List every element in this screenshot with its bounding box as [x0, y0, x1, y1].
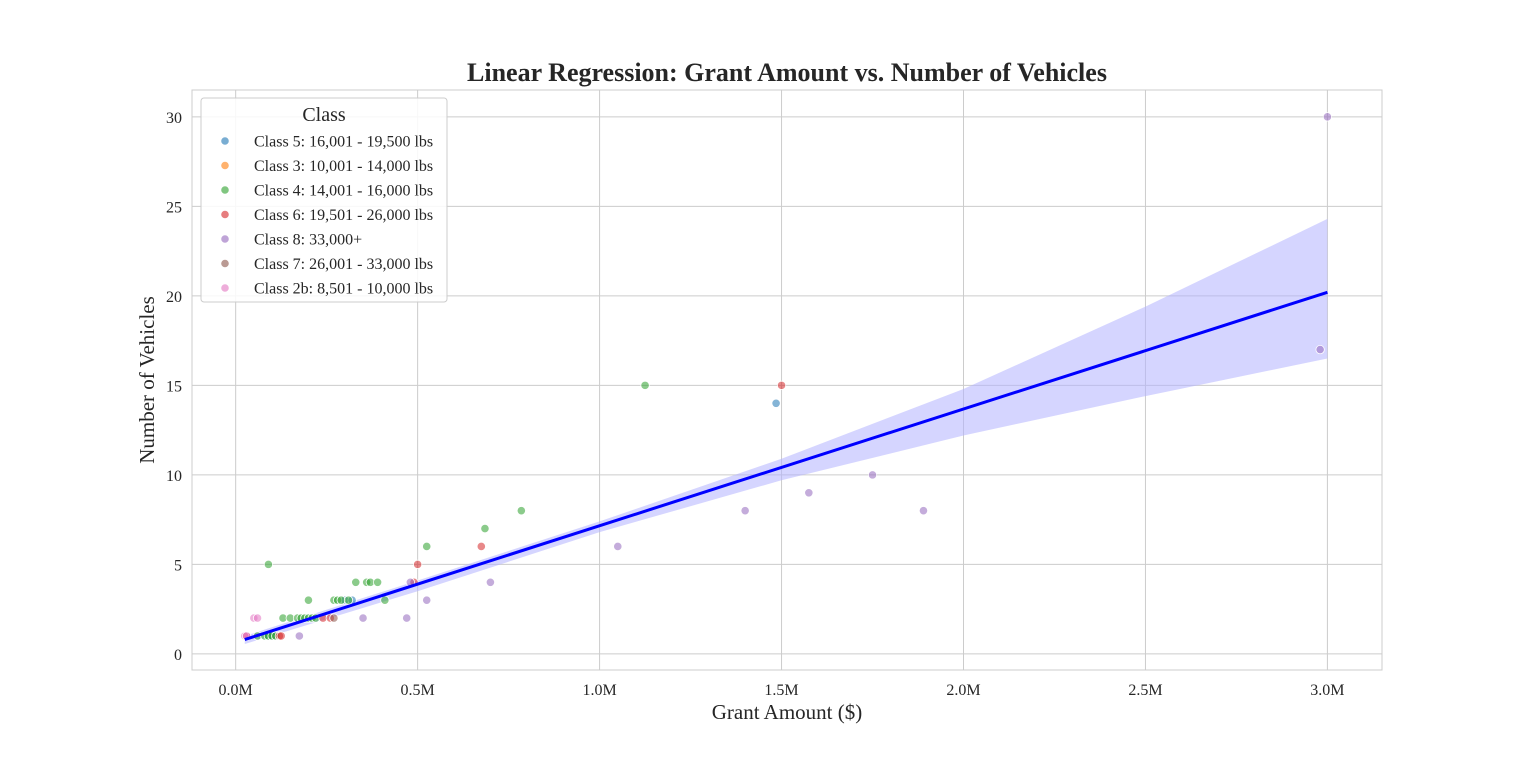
data-point [476, 541, 486, 552]
data-point [422, 541, 432, 552]
x-axis-label: Grant Amount ($) [712, 700, 862, 724]
x-tick-label: 1.0M [582, 682, 616, 699]
data-point [485, 577, 496, 587]
x-tick-label: 3.0M [1310, 682, 1344, 699]
data-point [918, 506, 929, 516]
data-point [516, 506, 526, 516]
y-tick-label: 5 [174, 557, 182, 574]
x-tick-label: 1.5M [764, 682, 798, 699]
legend-label: Class 8: 33,000+ [254, 232, 362, 249]
regression-line [244, 290, 1328, 641]
data-point [303, 595, 314, 605]
legend: Class Class 5: 16,001 - 19,500 lbsClass … [200, 97, 448, 303]
x-tick-label: 0.0M [219, 682, 253, 699]
data-point [263, 559, 274, 569]
x-axis-ticks: 0.0M 0.5M 1.0M 1.5M 2.0M 2.5M 3.0M [219, 682, 1345, 699]
data-point [613, 541, 623, 552]
legend-label: Class 3: 10,001 - 14,000 lbs [254, 158, 433, 175]
legend-label: Class 6: 19,501 - 26,000 lbs [254, 207, 433, 224]
y-tick-label: 10 [166, 468, 182, 485]
data-point [329, 613, 339, 623]
data-point [358, 613, 368, 623]
y-axis-ticks: 0 5 10 15 20 25 30 [166, 110, 182, 664]
legend-box [200, 97, 448, 303]
legend-title: Class [302, 104, 346, 126]
legend-marker [220, 209, 230, 220]
data-point [252, 613, 263, 623]
y-axis-label: Number of Vehicles [135, 296, 159, 464]
legend-marker [220, 283, 230, 293]
data-point [776, 380, 787, 390]
data-point [1322, 112, 1333, 122]
data-point [380, 595, 390, 605]
legend-marker [220, 160, 230, 171]
data-point [1315, 344, 1325, 355]
data-point [343, 595, 354, 605]
data-point [480, 523, 490, 534]
y-tick-label: 0 [174, 647, 182, 664]
data-point [771, 398, 781, 408]
legend-label: Class 5: 16,001 - 19,500 lbs [254, 134, 433, 151]
y-tick-label: 30 [166, 110, 182, 127]
legend-marker [220, 258, 230, 269]
data-point [640, 380, 650, 390]
legend-label: Class 4: 14,001 - 16,000 lbs [254, 183, 433, 200]
data-point [867, 470, 878, 480]
legend-marker [220, 136, 230, 146]
data-point [351, 577, 361, 587]
regression-layer [244, 290, 1328, 641]
y-tick-label: 25 [166, 199, 182, 216]
data-point [804, 488, 814, 498]
legend-label: Class 7: 26,001 - 33,000 lbs [254, 256, 433, 273]
data-point [422, 595, 432, 605]
x-tick-label: 2.0M [946, 682, 980, 699]
x-tick-label: 0.5M [401, 682, 435, 699]
data-point [413, 559, 423, 569]
legend-marker [220, 234, 230, 244]
data-point [372, 577, 383, 587]
legend-marker [220, 185, 230, 195]
data-point [740, 506, 750, 516]
legend-label: Class 2b: 8,501 - 10,000 lbs [254, 281, 433, 298]
x-tick-label: 2.5M [1128, 682, 1162, 699]
legend-items: Class 5: 16,001 - 19,500 lbs Class 3: 10,… [220, 134, 433, 298]
chart-title: Linear Regression: Grant Amount vs. Numb… [467, 58, 1107, 87]
data-point [402, 613, 412, 623]
data-point [294, 631, 304, 641]
data-point [276, 631, 286, 641]
y-tick-label: 20 [166, 289, 182, 306]
y-tick-label: 15 [166, 378, 182, 395]
